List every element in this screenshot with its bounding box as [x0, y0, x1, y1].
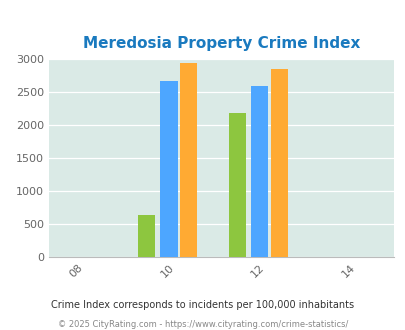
- Bar: [160, 81, 177, 257]
- Bar: [270, 69, 287, 257]
- Bar: [228, 113, 245, 257]
- Bar: [137, 214, 155, 257]
- Bar: [251, 86, 268, 257]
- Title: Meredosia Property Crime Index: Meredosia Property Crime Index: [82, 36, 359, 51]
- Text: Crime Index corresponds to incidents per 100,000 inhabitants: Crime Index corresponds to incidents per…: [51, 300, 354, 310]
- Text: © 2025 CityRating.com - https://www.cityrating.com/crime-statistics/: © 2025 CityRating.com - https://www.city…: [58, 319, 347, 329]
- Bar: [179, 63, 197, 257]
